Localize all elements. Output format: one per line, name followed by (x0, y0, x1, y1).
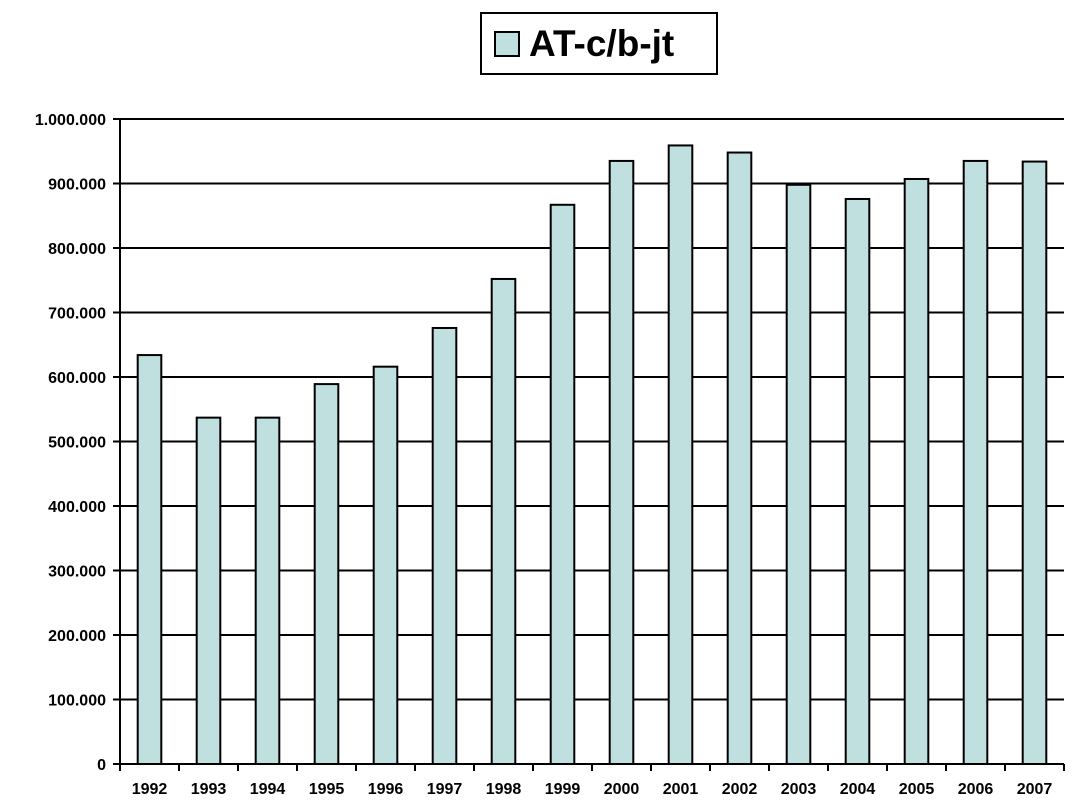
legend-swatch (494, 30, 520, 57)
bar-2007 (1021, 160, 1048, 765)
x-tick-labels: 1992 1993 1994 1995 1996 1997 1998 1999 2000 2001… (132, 781, 1053, 798)
y-tick-label: 500.000 (48, 435, 106, 452)
x-tick-label: 2000 (604, 781, 640, 798)
x-tick-label: 1996 (368, 781, 404, 798)
y-tick-label: 900.000 (48, 177, 106, 194)
y-tick-label: 100.000 (48, 693, 106, 710)
x-tick-label: 1994 (250, 781, 286, 798)
y-tick-labels: 0 100.000 200.000 300.000 400.000 500.000 600.… (35, 112, 106, 774)
y-tick-label: 300.000 (48, 564, 106, 581)
y-tick-label: 800.000 (48, 241, 106, 258)
axes (113, 118, 1065, 771)
bar-1997 (431, 326, 458, 765)
y-tick-label: 700.000 (48, 306, 106, 323)
x-tick-label: 1997 (427, 781, 463, 798)
bar-1992 (136, 354, 163, 765)
y-tick-label: 600.000 (48, 370, 106, 387)
bar-2006 (962, 159, 989, 766)
x-tick-label: 2002 (722, 781, 758, 798)
bar-1998 (490, 277, 517, 765)
bar-2004 (844, 197, 871, 766)
x-tick-label: 2005 (899, 781, 935, 798)
bar-2000 (608, 159, 635, 766)
x-tick-label: 2004 (840, 781, 876, 798)
bar-1994 (254, 416, 281, 765)
bar-1995 (313, 383, 340, 765)
y-tick-label: 0 (97, 757, 106, 774)
bar-2005 (903, 177, 930, 766)
x-tick-label: 2007 (1017, 781, 1053, 798)
x-tick-label: 1999 (545, 781, 581, 798)
x-tick-label: 2001 (663, 781, 699, 798)
bar-2001 (667, 144, 694, 765)
legend: AT-c/b-jt (480, 12, 718, 75)
y-tick-label: 200.000 (48, 628, 106, 645)
legend-label: AT-c/b-jt (529, 22, 675, 64)
x-tick-label: 1993 (191, 781, 227, 798)
bar-2002 (726, 151, 753, 766)
x-tick-label: 1992 (132, 781, 168, 798)
bars (136, 144, 1048, 766)
y-tick-label: 1.000.000 (35, 112, 106, 129)
x-tick-label: 2006 (958, 781, 994, 798)
y-tick-label: 400.000 (48, 499, 106, 516)
bar-2003 (785, 183, 812, 766)
x-tick-label: 1998 (486, 781, 522, 798)
bar-1993 (195, 416, 222, 765)
bar-1999 (549, 203, 576, 766)
bar-1996 (372, 365, 399, 765)
x-tick-label: 1995 (309, 781, 345, 798)
x-tick-label: 2003 (781, 781, 817, 798)
